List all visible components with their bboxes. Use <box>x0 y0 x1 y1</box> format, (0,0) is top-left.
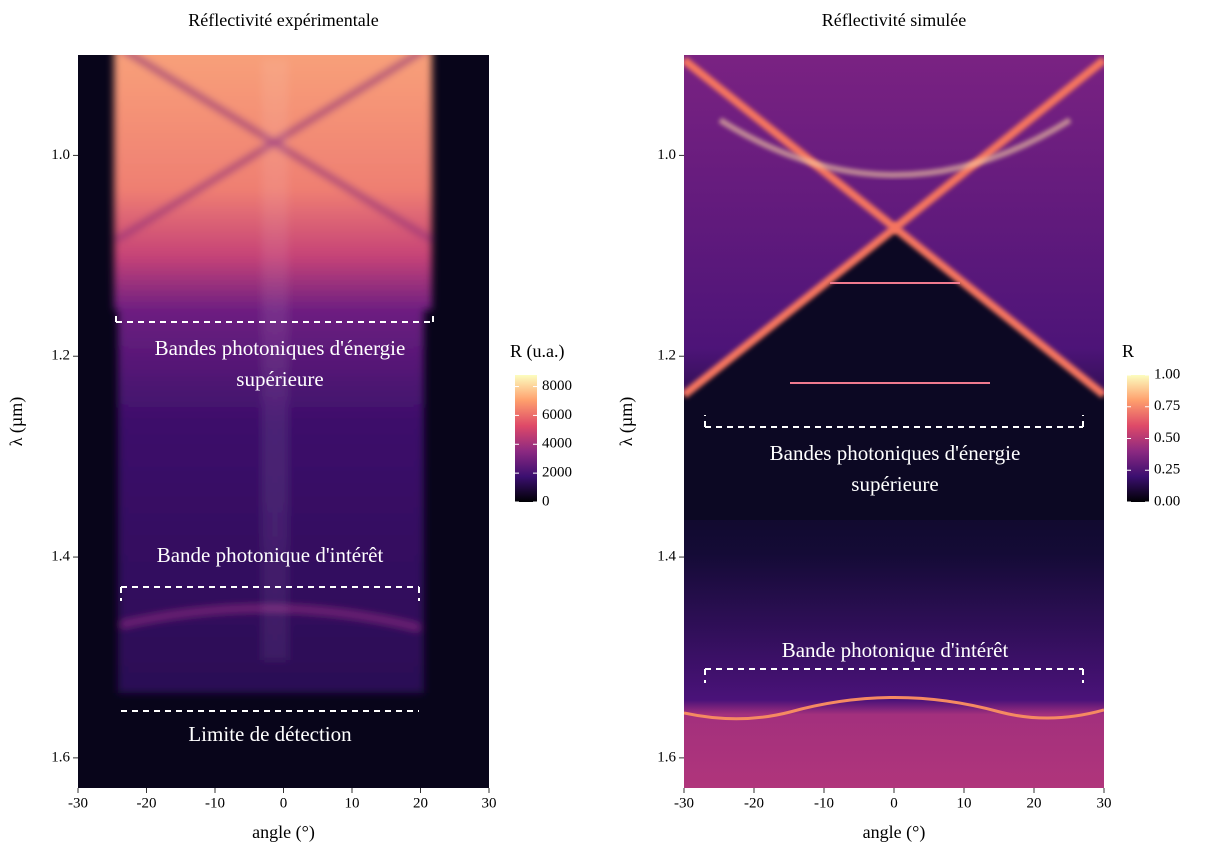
colorbar-tick-label: 6000 <box>542 407 572 423</box>
x-tick-label: 0 <box>890 795 898 811</box>
x-axis-title: angle (°) <box>252 822 315 843</box>
annotation: Bande photonique d'intérêt <box>782 638 1009 662</box>
x-tick-label: 10 <box>957 795 972 811</box>
colorbar-tick-label: 0.50 <box>1154 430 1180 446</box>
colorbar-tick-label: 0.25 <box>1154 462 1180 478</box>
y-tick-label: 1.6 <box>51 749 70 765</box>
chart-title: Réflectivité expérimentale <box>188 10 378 30</box>
annotation-bracket <box>120 586 420 601</box>
heatmap-image <box>684 55 1104 788</box>
annotation: supérieure <box>851 472 938 496</box>
colorbar-tick-label: 0.00 <box>1154 493 1180 509</box>
x-tick-label: -30 <box>674 795 694 811</box>
colorbar-title: R <box>1122 341 1134 361</box>
colorbar-tick-label: 0.75 <box>1154 398 1180 414</box>
colorbar <box>515 375 537 502</box>
annotation: supérieure <box>236 367 323 391</box>
x-tick-label: 30 <box>1097 795 1112 811</box>
x-axis-title: angle (°) <box>863 822 926 843</box>
y-tick-label: 1.6 <box>657 749 676 765</box>
annotation: Limite de détection <box>188 722 352 746</box>
annotation: Bandes photoniques d'énergie <box>155 336 406 360</box>
colorbar-tick-label: 2000 <box>542 465 572 481</box>
y-tick-label: 1.4 <box>51 548 70 564</box>
colorbar-title: R (u.a.) <box>510 341 564 362</box>
y-tick-label: 1.4 <box>657 548 676 564</box>
colorbar-tick-label: 0 <box>542 493 550 509</box>
colorbar-tick-label: 8000 <box>542 378 572 394</box>
annotation-bracket <box>704 415 1084 428</box>
colorbar-tick-label: 1.00 <box>1154 366 1180 382</box>
y-axis-title: λ (µm) <box>616 397 637 447</box>
colorbar-tick-label: 4000 <box>542 436 572 452</box>
x-tick-label: 0 <box>280 795 288 811</box>
y-tick-label: 1.2 <box>51 348 70 364</box>
y-tick-label: 1.0 <box>51 147 70 163</box>
x-tick-label: 30 <box>482 795 497 811</box>
annotation-bracket <box>704 668 1084 683</box>
x-tick-label: -20 <box>137 795 157 811</box>
x-tick-label: 20 <box>413 795 428 811</box>
x-tick-label: 10 <box>345 795 360 811</box>
annotation: Bande photonique d'intérêt <box>157 543 384 567</box>
y-axis-title: λ (µm) <box>6 397 27 447</box>
y-tick-label: 1.0 <box>657 147 676 163</box>
heatmap-image <box>78 55 489 788</box>
annotation: Bandes photoniques d'énergie <box>770 441 1021 465</box>
x-tick-label: -10 <box>814 795 834 811</box>
x-tick-label: -10 <box>205 795 225 811</box>
chart-title: Réflectivité simulée <box>822 10 966 30</box>
x-tick-label: -20 <box>744 795 764 811</box>
colorbar <box>1127 375 1149 502</box>
y-tick-label: 1.2 <box>657 348 676 364</box>
x-tick-label: -30 <box>68 795 88 811</box>
annotation-bracket <box>115 312 434 323</box>
x-tick-label: 20 <box>1027 795 1042 811</box>
